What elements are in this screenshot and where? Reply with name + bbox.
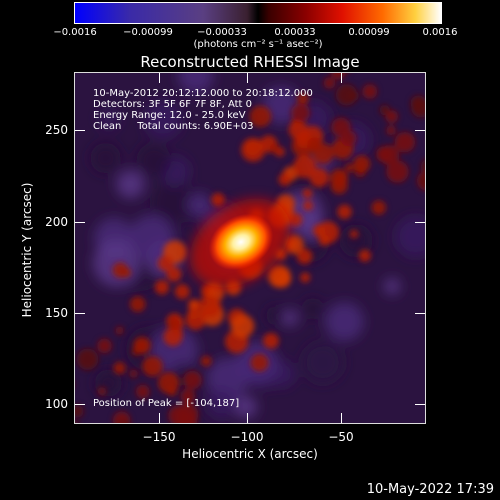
colorbar-tick: 0.00033 — [274, 27, 316, 38]
x-tick-label: −150 — [142, 430, 176, 444]
colorbar-tick: 0.0016 — [422, 27, 458, 38]
y-tick-label: 150 — [45, 306, 68, 320]
timestamp: 10-May-2022 17:39 — [366, 482, 494, 497]
colorbar-tick: −0.00099 — [123, 27, 173, 38]
colorbar-units: (photons cm⁻² s⁻¹ asec⁻²) — [193, 39, 323, 50]
rhessi-image-plot: 10-May-2012 20:12:12.000 to 20:18:12.000… — [74, 72, 426, 424]
y-tick-label: 100 — [45, 397, 68, 411]
colorbar-tick: −0.00033 — [197, 27, 247, 38]
colorbar-tick: 0.00099 — [348, 27, 390, 38]
flare-peak-source — [208, 213, 274, 271]
colorbar — [74, 2, 442, 24]
clean-total-counts: Clean Total counts: 6.90E+03 — [93, 121, 254, 132]
energy-range: Energy Range: 12.0 - 25.0 keV — [93, 110, 246, 121]
y-tick-label: 200 — [45, 215, 68, 229]
colorbar-tick: −0.0016 — [53, 27, 97, 38]
y-tick-label: 250 — [45, 123, 68, 137]
rhessi-image — [75, 73, 425, 423]
y-axis-title: Heliocentric Y (arcsec) — [20, 182, 34, 318]
x-tick-label: −50 — [328, 430, 354, 444]
detectors: Detectors: 3F 5F 6F 7F 8F, Att 0 — [93, 99, 253, 110]
peak-position: Position of Peak = [-104,187] — [93, 398, 240, 409]
time-range: 10-May-2012 20:12:12.000 to 20:18:12.000 — [93, 88, 313, 99]
x-axis-title: Heliocentric X (arcsec) — [182, 447, 318, 461]
image-title: Reconstructed RHESSI Image — [140, 53, 360, 71]
x-tick-label: −100 — [230, 430, 264, 444]
